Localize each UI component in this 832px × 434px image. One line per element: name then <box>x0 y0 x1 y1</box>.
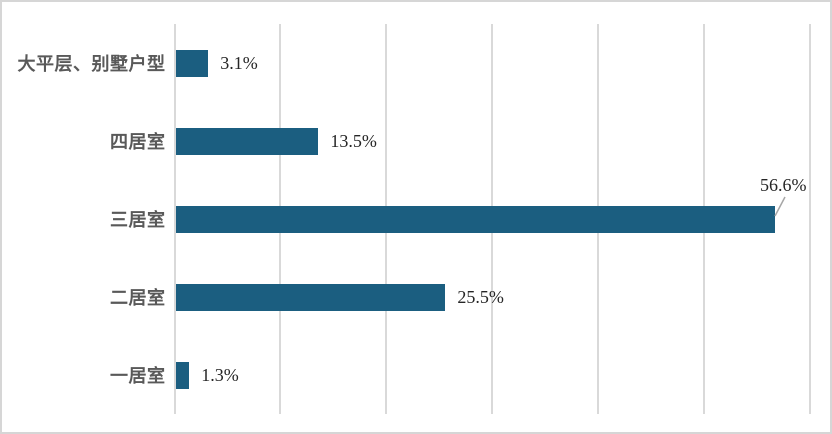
gridline-60pct <box>808 24 811 414</box>
category-label: 四居室 <box>110 132 166 152</box>
bar-25.5pct <box>175 283 446 311</box>
bar-3.1pct <box>175 49 209 77</box>
category-label: 二居室 <box>110 288 166 308</box>
bar-56.6pct <box>175 205 775 233</box>
value-label: 1.3% <box>201 364 239 385</box>
category-label: 大平层、别墅户型 <box>17 54 166 74</box>
category-label: 一居室 <box>110 366 166 386</box>
category-label: 三居室 <box>110 210 166 230</box>
bar-13.5pct <box>175 127 319 155</box>
value-label: 13.5% <box>330 130 377 151</box>
gridline-0pct <box>173 24 176 414</box>
value-label: 3.1% <box>220 52 258 73</box>
value-label: 56.6% <box>760 175 807 195</box>
leader-line <box>773 196 786 216</box>
value-label: 25.5% <box>457 286 504 307</box>
bar-1.3pct <box>175 361 190 389</box>
